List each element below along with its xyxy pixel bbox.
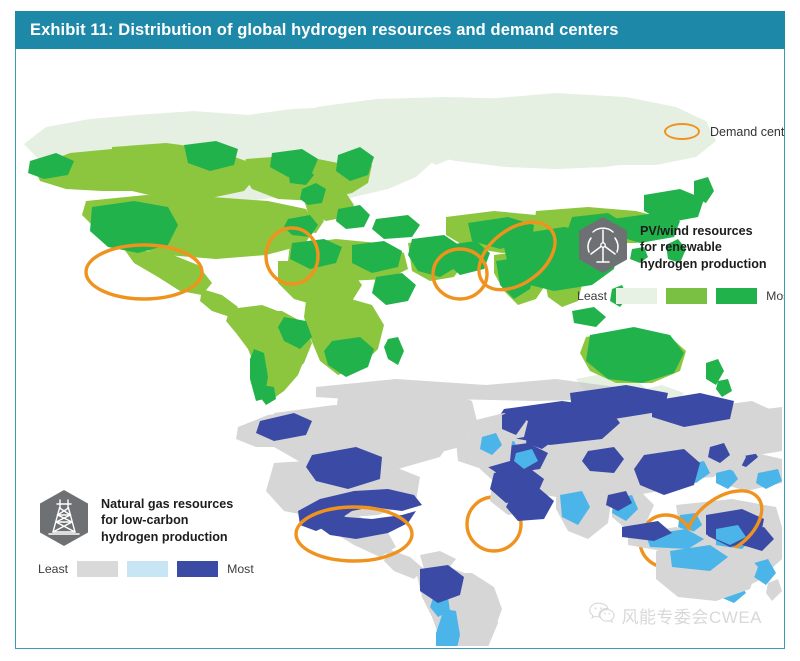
- swatch-gas-least: [77, 561, 119, 577]
- maps-layer: [16, 49, 783, 646]
- legend-natural-gas-least-label: Least: [38, 562, 69, 576]
- legend-natural-gas-ramp: Least Most: [38, 561, 268, 577]
- demand-center-china-top: [431, 247, 489, 301]
- exhibit-title: Exhibit 11: Distribution of global hydro…: [30, 20, 619, 39]
- exhibit-header-bar: Exhibit 11: Distribution of global hydro…: [15, 11, 785, 49]
- legend-natural-gas-line-3: hydrogen production: [101, 529, 228, 544]
- swatch-gas-mid: [127, 561, 169, 577]
- demand-center-marker-icon: [664, 123, 700, 140]
- top-map-demand-center-markers: [84, 220, 557, 301]
- swatch-pv-most: [716, 288, 758, 304]
- legend-pv-wind-line-1: PV/wind resources: [640, 224, 753, 238]
- bottom-map-eurasia: [468, 385, 782, 601]
- swatch-gas-most: [177, 561, 219, 577]
- legend-pv-wind-caption: PV/wind resources for renewable hydrogen…: [640, 216, 767, 272]
- legend-natural-gas: Natural gas resources for low-carbon hyd…: [38, 489, 268, 577]
- legend-pv-wind-header: PV/wind resources for renewable hydrogen…: [577, 216, 784, 274]
- demand-center-usa-bottom: [294, 505, 414, 563]
- legend-pv-wind-least-label: Least: [577, 289, 608, 303]
- bottom-map-europe: [456, 409, 556, 469]
- legend-pv-wind-line-3: hydrogen production: [640, 256, 767, 271]
- legend-natural-gas-header: Natural gas resources for low-carbon hyd…: [38, 489, 268, 547]
- legend-natural-gas-line-2: for low-carbon: [101, 513, 189, 528]
- legend-pv-wind-most-label: Most: [766, 289, 784, 303]
- wechat-icon: [588, 602, 615, 628]
- legend-natural-gas-most-label: Most: [227, 562, 254, 576]
- swatch-pv-least: [616, 288, 658, 304]
- wind-turbine-icon: [577, 216, 629, 274]
- legend-pv-wind-ramp: Least Most: [577, 288, 784, 304]
- swatch-pv-mid: [666, 288, 708, 304]
- legend-pv-wind-swatches: [616, 288, 758, 304]
- demand-center-japan-korea-top: [477, 220, 557, 292]
- demand-centers-label: Demand centers: [710, 124, 785, 139]
- watermark: 风能专委会CWEA: [588, 602, 763, 628]
- legend-natural-gas-caption: Natural gas resources for low-carbon hyd…: [101, 489, 233, 545]
- exhibit-content-frame: Demand centers: [15, 49, 785, 649]
- demand-center-usa-top: [84, 243, 204, 301]
- legend-natural-gas-swatches: [77, 561, 219, 577]
- demand-centers-key: Demand centers: [664, 123, 785, 140]
- oil-derrick-icon: [38, 489, 90, 547]
- demand-center-europe-top: [264, 226, 320, 286]
- legend-pv-wind-line-2: for renewable: [640, 240, 722, 255]
- watermark-text: 风能专委会CWEA: [621, 607, 762, 627]
- legend-natural-gas-line-1: Natural gas resources: [101, 497, 234, 511]
- legend-pv-wind: PV/wind resources for renewable hydrogen…: [577, 216, 784, 304]
- top-world-map: [24, 93, 732, 405]
